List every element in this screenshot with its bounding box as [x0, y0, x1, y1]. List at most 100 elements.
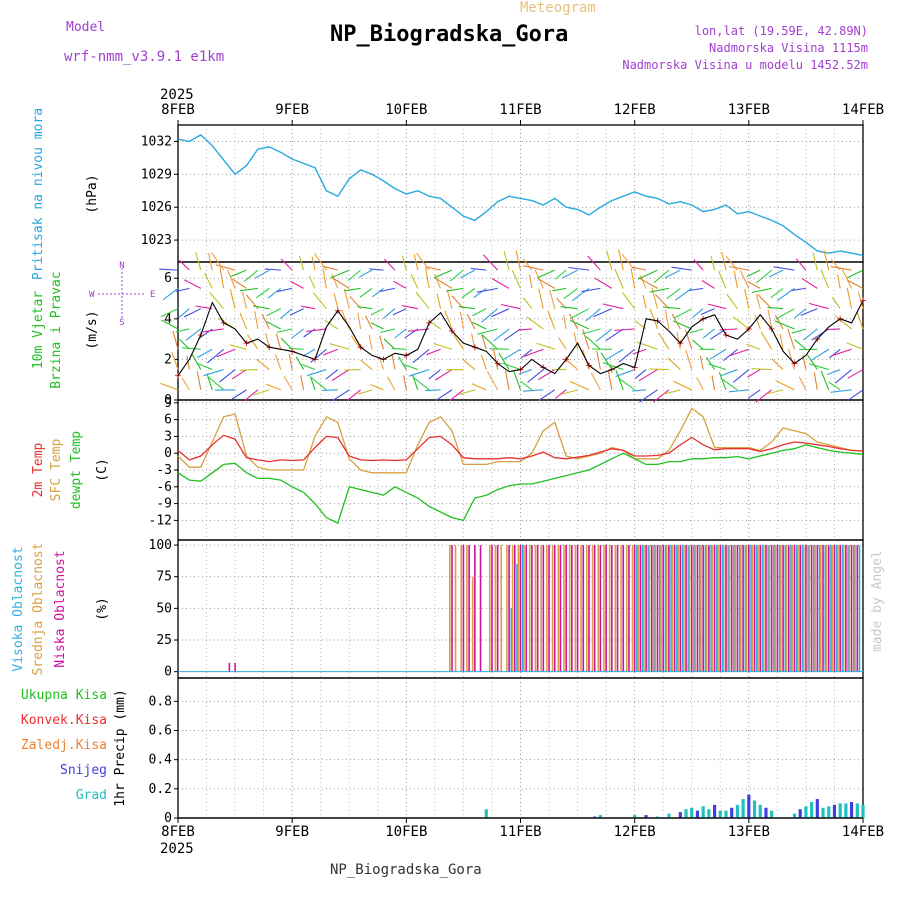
y-tick-label: -6: [156, 480, 172, 495]
wind-arrow: [459, 311, 464, 330]
precip-bar: [849, 801, 854, 818]
wind-arrow: [700, 308, 715, 316]
y-tick-label: 0: [164, 665, 172, 680]
wind-arrow: [655, 294, 670, 310]
wind-arrow: [689, 287, 704, 292]
compass-rose: [98, 268, 146, 320]
temp-unit: (C): [95, 458, 110, 481]
wind-arrow: [808, 302, 829, 310]
wind-arrow: [426, 348, 441, 356]
wind-arrow: [653, 269, 670, 284]
wind-arrow: [693, 259, 704, 271]
wind-arrow: [435, 369, 453, 381]
wind-arrow: [401, 305, 418, 310]
wind-arrow: [195, 251, 202, 271]
y-tick-label: 100: [149, 538, 172, 553]
wind-arrow: [699, 355, 704, 370]
wind-arrow: [308, 275, 316, 289]
wind-arrow: [632, 348, 647, 355]
wind-arrow: [614, 268, 624, 289]
wind-arrow: [672, 320, 692, 330]
wind-arrow: [800, 308, 818, 317]
wind-arrow: [365, 315, 373, 330]
wind-arrow: [219, 267, 225, 289]
wind-arrow: [728, 389, 749, 393]
wind-arrow: [522, 297, 533, 310]
wind-arrow: [570, 308, 590, 319]
cloud-label-high: Visoka Oblacnost: [11, 546, 26, 671]
wind-arrow: [347, 269, 362, 282]
wind-arrow: [314, 253, 327, 271]
precip-bar: [690, 807, 694, 818]
wind-arrow: [310, 348, 327, 363]
precip-bar: [844, 803, 848, 818]
wind-arrow: [787, 328, 796, 350]
wind-arrow: [183, 308, 202, 318]
wind-arrow: [322, 268, 327, 289]
wind-arrow: [231, 389, 247, 400]
cloud-bars: [228, 545, 861, 672]
wind-arrow: [444, 310, 453, 330]
wind-arrow: [331, 277, 350, 289]
wind-arrow: [604, 348, 624, 361]
precip-bar: [758, 804, 762, 818]
wind-arrow: [476, 287, 498, 293]
wind-arrow: [408, 328, 430, 332]
wind-arrow: [770, 287, 784, 299]
wind-arrow: [581, 287, 601, 293]
wind-arrow: [206, 373, 213, 391]
wind-arrow: [433, 269, 453, 279]
precip-bar: [718, 810, 722, 818]
wind-arrow: [674, 287, 693, 301]
wind-arrow: [302, 348, 316, 357]
wind-arrow: [256, 358, 270, 370]
wind-arrow: [347, 389, 362, 401]
wind-arrow: [473, 287, 487, 299]
wind-arrow: [569, 319, 590, 330]
wind-arrow: [523, 265, 544, 271]
wind-arrow: [491, 278, 510, 289]
wind-arrow: [216, 348, 236, 358]
y-tick-label: 0: [164, 446, 172, 461]
wind-arrow: [247, 334, 259, 350]
panel-4: 0 0.2 0.4 0.6 0.8: [149, 677, 864, 826]
precip-bar: [798, 809, 802, 818]
wind-arrow: [160, 308, 179, 318]
wind-arrow: [621, 292, 636, 310]
wind-arrow: [775, 380, 795, 391]
wind-arrow: [493, 328, 510, 342]
wind-arrow: [239, 369, 258, 371]
wind-arrow: [300, 375, 305, 390]
wind-arrow: [671, 313, 681, 330]
wind-arrow: [179, 338, 190, 350]
y-tick-label: 6: [164, 271, 172, 286]
wind-arrow: [560, 306, 578, 310]
wind-arrow: [767, 389, 784, 395]
wind-arrow: [280, 258, 293, 271]
compass-e: E: [150, 290, 155, 300]
wind-arrow: [558, 337, 567, 350]
wind-arrow: [241, 291, 248, 309]
y-tick-label: 75: [156, 570, 172, 585]
x-tick-label-top: 11FEB: [499, 102, 541, 118]
wind-arrow: [253, 305, 270, 310]
precip-bar: [770, 810, 774, 818]
wind-arrow: [295, 356, 305, 370]
wind-arrow: [846, 342, 864, 350]
wind-arrow: [179, 259, 190, 271]
precip-bar: [764, 807, 768, 818]
wind-arrow: [755, 389, 773, 403]
wind-arrow: [435, 389, 453, 402]
wind-arrow: [524, 348, 544, 357]
wind-arrow: [498, 352, 510, 370]
wind-arrow: [482, 254, 499, 271]
coords-label: lon,lat (19.59E, 42.89N): [694, 24, 868, 38]
wind-arrow: [706, 356, 716, 370]
wind-arrow: [618, 348, 636, 363]
wind-arrow: [538, 369, 556, 381]
wind-arrow: [831, 296, 841, 309]
wind-arrow: [231, 278, 247, 289]
y-tick-label: 4: [164, 312, 172, 327]
wind-arrow: [757, 294, 773, 310]
